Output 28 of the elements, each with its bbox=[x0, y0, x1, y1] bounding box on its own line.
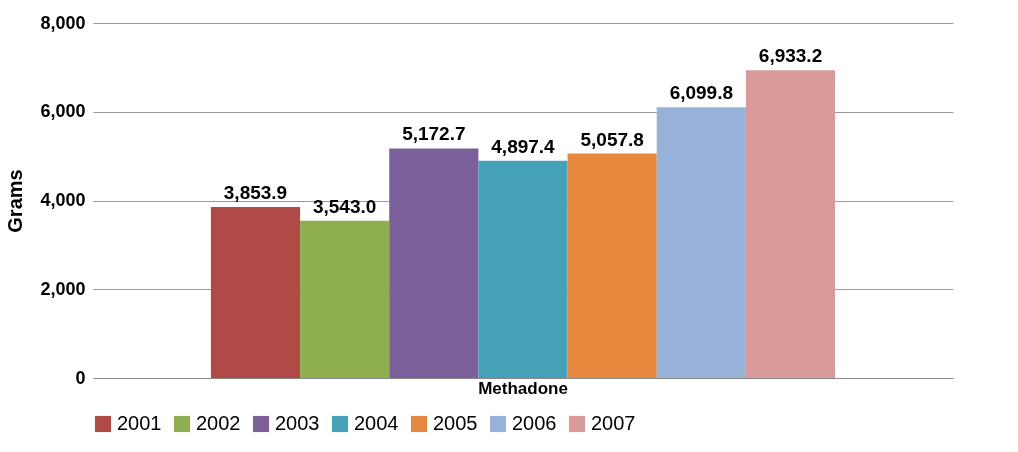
bar bbox=[210, 206, 301, 378]
data-label: 4,897.4 bbox=[491, 135, 556, 157]
data-label: 3,853.9 bbox=[223, 181, 288, 203]
data-label: 5,172.7 bbox=[402, 123, 466, 145]
y-tick-label: 0 bbox=[75, 367, 86, 388]
bar bbox=[300, 220, 390, 378]
bar bbox=[567, 153, 657, 378]
legend-label: 2006 bbox=[512, 412, 557, 434]
bar bbox=[478, 160, 568, 378]
y-tick-label: 6,000 bbox=[40, 101, 86, 122]
y-tick-label: 2,000 bbox=[40, 278, 86, 299]
legend-label: 2007 bbox=[591, 412, 636, 434]
data-label: 6,933.2 bbox=[758, 45, 823, 67]
legend-label: 2003 bbox=[275, 412, 320, 434]
y-tick-label: 8,000 bbox=[40, 12, 86, 33]
legend-label: 2001 bbox=[117, 412, 162, 434]
bar bbox=[745, 70, 836, 378]
bar bbox=[656, 107, 746, 378]
bar bbox=[389, 148, 479, 378]
y-axis-title: Grams bbox=[4, 169, 27, 233]
data-label: 3,543.0 bbox=[312, 195, 377, 217]
data-label: 6,099.8 bbox=[669, 82, 734, 104]
x-tick-label: Methadone bbox=[478, 378, 568, 398]
data-label: 5,057.8 bbox=[580, 128, 644, 150]
legend-label: 2005 bbox=[433, 412, 478, 434]
y-tick-label: 4,000 bbox=[40, 190, 86, 210]
legend-label: 2004 bbox=[354, 412, 399, 434]
legend-label: 2002 bbox=[196, 412, 241, 434]
